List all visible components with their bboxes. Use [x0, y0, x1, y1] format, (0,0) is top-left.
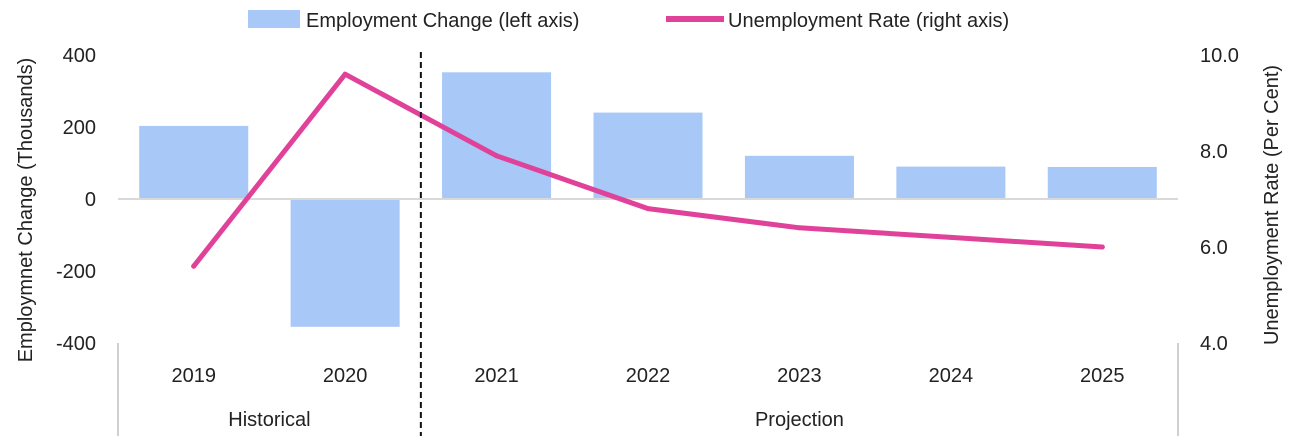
left-tick-200: 200 — [63, 117, 96, 139]
line-point-2023 — [796, 225, 802, 231]
unemployment-line-series — [191, 71, 1105, 269]
category-label-2024: 2024 — [929, 365, 974, 387]
bar-2020 — [290, 199, 400, 327]
legend-label-employment-change: Employment Change (left axis) — [306, 10, 579, 32]
legend-item-employment-change: Employment Change (left axis) — [248, 10, 579, 32]
category-group-labels: Historical Projection — [228, 409, 844, 431]
category-label-2025: 2025 — [1080, 365, 1125, 387]
category-separators — [117, 52, 1179, 436]
category-label-2021: 2021 — [474, 365, 519, 387]
bar-2023 — [744, 155, 854, 199]
bar-2024 — [896, 166, 1006, 199]
line-point-2020 — [342, 71, 348, 77]
left-tick-400: -400 — [56, 333, 96, 355]
left-tick-0: 0 — [85, 189, 96, 211]
line-point-2019 — [191, 263, 197, 269]
line-point-2021 — [494, 153, 500, 159]
category-label-2023: 2023 — [777, 365, 822, 387]
left-axis-title: Employmnet Change (Thousands) — [15, 58, 37, 363]
legend-label-unemployment-rate: Unemployment Rate (right axis) — [728, 10, 1009, 32]
legend: Employment Change (left axis) Unemployme… — [248, 10, 1009, 32]
right-tick-8-0: 8.0 — [1200, 141, 1228, 163]
bar-2025 — [1047, 166, 1157, 199]
line-point-2025 — [1099, 244, 1105, 250]
legend-item-unemployment-rate: Unemployment Rate (right axis) — [666, 10, 1009, 32]
category-label-2022: 2022 — [626, 365, 671, 387]
right-axis-title: Unemployment Rate (Per Cent) — [1261, 65, 1283, 345]
group-label-historical: Historical — [228, 409, 310, 431]
group-label-projection: Projection — [755, 409, 844, 431]
right-tick-10-0: 10.0 — [1200, 45, 1239, 67]
legend-bar-swatch — [248, 10, 300, 28]
line-point-2024 — [948, 234, 954, 240]
employment-bars — [139, 72, 1157, 327]
right-tick-6-0: 6.0 — [1200, 237, 1228, 259]
left-tick-200: -200 — [56, 261, 96, 283]
category-label-2019: 2019 — [171, 365, 216, 387]
category-label-2020: 2020 — [323, 365, 368, 387]
bar-2022 — [593, 112, 703, 199]
bar-2019 — [139, 125, 249, 199]
category-axis-labels: 2019 2020 2021 2022 2023 2024 2025 — [171, 365, 1124, 387]
left-tick-400: 400 — [63, 45, 96, 67]
left-axis-ticks: 400 200 0 -200 -400 — [56, 45, 96, 355]
line-point-2022 — [645, 206, 651, 212]
right-axis-ticks: 10.0 8.0 6.0 4.0 — [1200, 45, 1239, 355]
right-tick-4-0: 4.0 — [1200, 333, 1228, 355]
